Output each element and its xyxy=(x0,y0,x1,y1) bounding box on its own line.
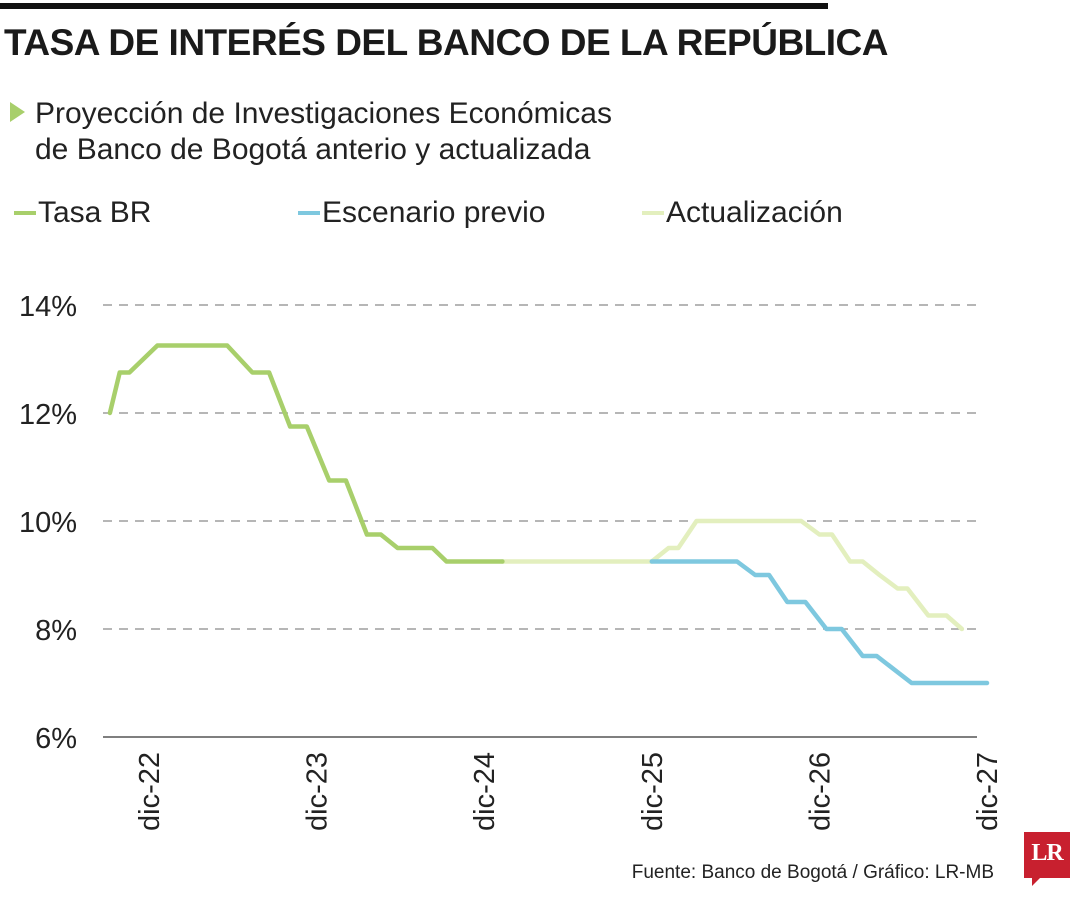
page-title: TASA DE INTERÉS DEL BANCO DE LA REPÚBLIC… xyxy=(4,22,889,63)
x-tick-label: dic-23 xyxy=(302,752,334,831)
subtitle-line-1: Proyección de Investigaciones Económicas xyxy=(35,97,612,130)
series-line-actualizacion xyxy=(500,518,965,632)
legend-swatch xyxy=(14,211,36,215)
y-tick-label: 8% xyxy=(35,615,77,647)
legend-item-tasa-br: Tasa BR xyxy=(14,196,151,230)
x-tick-label: dic-26 xyxy=(804,752,836,831)
legend-label: Tasa BR xyxy=(38,196,152,229)
subtitle-line-2: de Banco de Bogotá anterio y actualizada xyxy=(35,133,591,166)
x-tick-label: dic-27 xyxy=(972,752,1004,831)
series-line-tasa-br xyxy=(107,343,505,564)
chart-legend: Tasa BR Escenario previo Actualización xyxy=(0,196,1080,236)
source-note: Fuente: Banco de Bogotá / Gráfico: LR-MB xyxy=(631,862,994,883)
x-tick-label: dic-24 xyxy=(469,752,501,831)
subtitle: Proyección de Investigaciones Económicas… xyxy=(10,96,612,168)
legend-swatch xyxy=(298,211,320,215)
legend-label: Escenario previo xyxy=(322,196,546,229)
y-tick-label: 10% xyxy=(19,507,77,539)
legend-item-escenario-previo: Escenario previo xyxy=(298,196,545,230)
legend-label: Actualización xyxy=(666,196,843,229)
y-tick-label: 12% xyxy=(19,399,77,431)
lr-logo: LR xyxy=(1024,832,1070,886)
logo-text: LR xyxy=(1031,840,1063,866)
series-line-escenario-previo xyxy=(649,559,990,686)
y-tick-label: 6% xyxy=(35,723,77,755)
legend-swatch xyxy=(642,211,664,215)
legend-item-actualizacion: Actualización xyxy=(642,196,843,230)
play-arrow-icon xyxy=(10,102,25,122)
x-tick-label: dic-25 xyxy=(637,752,669,831)
x-tick-label: dic-22 xyxy=(134,752,166,831)
y-tick-label: 14% xyxy=(19,291,77,323)
top-rule xyxy=(0,3,828,9)
